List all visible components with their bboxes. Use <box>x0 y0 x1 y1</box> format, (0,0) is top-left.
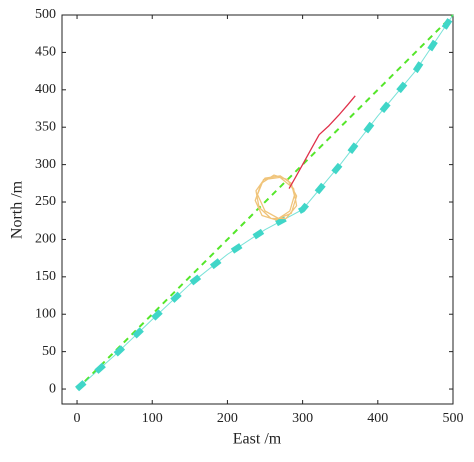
y-tick-label: 0 <box>49 381 56 396</box>
x-tick-label: 400 <box>367 411 388 426</box>
y-tick-label: 50 <box>42 344 56 359</box>
x-tick-label: 100 <box>142 411 163 426</box>
y-tick-label: 100 <box>35 306 56 321</box>
series-line <box>75 13 456 392</box>
x-tick-label: 0 <box>74 411 81 426</box>
x-tick-label: 300 <box>292 411 313 426</box>
series-line <box>76 14 454 390</box>
y-tick-label: 300 <box>35 157 56 172</box>
y-tick-label: 400 <box>35 82 56 97</box>
x-tick-label: 200 <box>217 411 238 426</box>
y-tick-label: 500 <box>35 7 56 22</box>
y-tick-label: 200 <box>35 232 56 247</box>
y-tick-label: 250 <box>35 194 56 209</box>
series-line <box>254 174 298 221</box>
y-tick-label: 150 <box>35 269 56 284</box>
y-tick-label: 450 <box>35 45 56 60</box>
x-tick-label: 500 <box>443 411 464 426</box>
x-axis-label: East /m <box>233 431 282 448</box>
plot-frame <box>61 14 454 405</box>
y-axis-label: North /m <box>9 180 26 239</box>
series-line <box>288 95 356 189</box>
y-tick-label: 350 <box>35 119 56 134</box>
